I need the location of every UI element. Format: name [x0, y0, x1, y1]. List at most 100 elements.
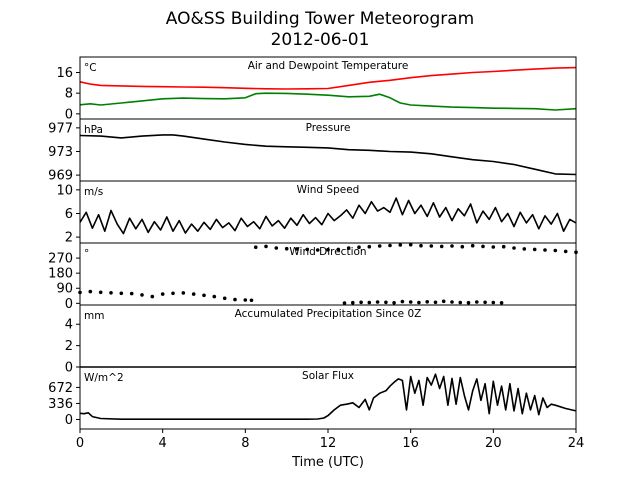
x-tick-label: 4 — [159, 436, 167, 451]
panel-2-title: Wind Speed — [297, 184, 360, 196]
panel-3-series-0-point — [398, 243, 403, 247]
panel-3-unit: ° — [84, 248, 89, 260]
panel-0-series-1-line — [79, 92, 577, 111]
panel-0-unit: °C — [84, 62, 97, 74]
panel-2-ytick-label: 6 — [65, 207, 73, 222]
panel-3-series-0-point — [460, 244, 465, 249]
panel-5-ytick-label: 336 — [48, 397, 73, 412]
panel-3-series-0-point — [543, 248, 547, 252]
panel-3-series-0-point — [202, 293, 206, 298]
panel-0-title: Air and Dewpoint Temperature — [248, 60, 409, 72]
panel-3-series-0-point — [450, 244, 454, 248]
panel-3-series-0-point — [553, 248, 558, 253]
panel-3-series-1-point — [441, 299, 446, 304]
panel-3-series-1-point — [400, 299, 405, 304]
x-tick-label: 20 — [485, 436, 502, 451]
panel-3-series-0-point — [367, 244, 372, 249]
panel-3-series-1-point — [466, 300, 471, 305]
panel-3-series-0-point — [274, 246, 279, 250]
panel-3-series-0-point — [181, 291, 186, 295]
panel-3-series-0-point — [191, 292, 196, 296]
panel-3-series-0-point — [284, 246, 289, 251]
panel-1-ytick-label: 969 — [48, 169, 73, 184]
panel-3-series-0-point — [249, 298, 254, 303]
panel-3-series-1-point — [417, 300, 421, 305]
panel-3-series-1-point — [367, 300, 372, 305]
x-axis-label: Time (UTC) — [291, 455, 364, 470]
panel-3-series-0-point — [481, 244, 485, 249]
panel-3-series-0-point — [326, 247, 330, 252]
panel-3-series-1-point — [433, 300, 438, 305]
panel-3-series-1-point — [392, 301, 396, 305]
panel-3-series-1-point — [408, 300, 413, 304]
panel-3-series-0-point — [377, 244, 382, 248]
panel-3-series-0-point — [470, 243, 475, 248]
panel-3-series-0-point — [222, 296, 227, 301]
panel-3-series-1-point — [384, 300, 388, 305]
panel-4-ytick-label: 4 — [65, 318, 73, 333]
panel-3-series-0-point — [563, 249, 568, 254]
panel-3-series-0-point — [264, 244, 268, 249]
panel-4-ytick-label: 0 — [65, 361, 73, 376]
panel-1-title: Pressure — [306, 122, 351, 134]
x-tick-label: 8 — [241, 436, 249, 451]
panel-3-series-1-point — [491, 300, 496, 305]
panel-0-ytick-label: 0 — [65, 107, 73, 122]
panel-0: 0 8 16 °C Air and Dewpoint Temperature — [56, 56, 577, 122]
panel-3-series-0-point — [357, 245, 361, 249]
panel-1-ytick-label: 973 — [48, 145, 73, 160]
chart-subtitle: 2012-06-01 — [271, 30, 370, 50]
panel-0-ytick-label: 16 — [56, 66, 73, 81]
panel-1-unit: hPa — [84, 124, 103, 136]
panel-3-series-1-point — [499, 301, 504, 305]
panel-3-series-0-point — [408, 242, 413, 247]
panel-3-series-1-point — [359, 300, 363, 305]
panel-2-ytick-label: 2 — [65, 231, 73, 246]
panel-3-ytick-label: 270 — [48, 252, 73, 267]
panel-1-ytick-label: 977 — [48, 121, 73, 136]
panel-3-series-0-point — [336, 247, 341, 252]
panel-3-series-0-point — [315, 248, 320, 252]
panel-2: 2 6 10 m/s Wind Speed — [56, 180, 577, 246]
panel-2-ytick-label: 10 — [56, 183, 73, 198]
panel-3-series-0-point — [532, 247, 537, 252]
panel-3-series-0-point — [512, 246, 516, 250]
panel-3-series-0-point — [140, 293, 144, 297]
panel-5-unit: W/m^2 — [84, 372, 124, 384]
panel-4-unit: mm — [84, 310, 104, 322]
panel-4-title: Accumulated Precipitation Since 0Z — [235, 308, 422, 320]
panel-3-series-0-point — [233, 297, 237, 302]
panel-3-series-0-point — [88, 289, 93, 294]
panel-3-title: Wind Direction — [289, 246, 366, 258]
panel-0-ytick-label: 8 — [65, 87, 73, 102]
panel-3-series-0-point — [119, 291, 124, 296]
panel-1-series-0-line — [79, 134, 577, 176]
panel-5-ytick-label: 0 — [65, 413, 73, 428]
panel-3-series-0-point — [98, 290, 103, 295]
panel-3-series-1-point — [375, 300, 380, 304]
panel-3-ytick-label: 0 — [65, 297, 73, 312]
panel-3-series-0-point — [171, 291, 175, 296]
panel-3-series-1-point — [342, 301, 347, 305]
panel-3-series-1-point — [450, 300, 454, 304]
panel-5-title: Solar Flux — [302, 370, 354, 382]
panel-3-series-0-point — [150, 294, 155, 299]
x-tick-label: 24 — [568, 436, 585, 451]
panel-3-series-0-point — [522, 247, 527, 251]
x-axis: 0 4 8 12 16 20 24 — [76, 429, 584, 451]
panel-3-ytick-label: 90 — [56, 282, 73, 297]
chart-title: AO&SS Building Tower Meteorogram — [166, 9, 474, 29]
panel-4: 0 2 4 mm Accumulated Precipitation Since 0Z — [65, 304, 577, 376]
panel-3-ytick-label: 180 — [48, 267, 73, 282]
panel-3-series-0-point — [419, 243, 423, 248]
panel-3-series-0-point — [501, 244, 506, 249]
panel-3-series-0-point — [491, 245, 496, 249]
panel-3-series-0-point — [109, 291, 113, 295]
x-tick-label: 16 — [402, 436, 419, 451]
x-tick-label: 12 — [320, 436, 337, 451]
panel-5-series-0-line — [79, 373, 577, 421]
panel-3-series-0-point — [243, 298, 248, 302]
x-tick-label: 0 — [76, 436, 84, 451]
